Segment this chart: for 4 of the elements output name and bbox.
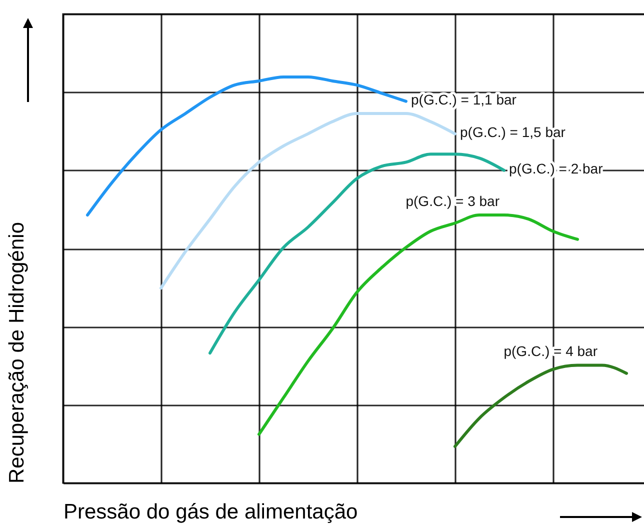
series-label: p(G.C.) = 4 bar	[504, 343, 598, 360]
y-axis-title: Recuperação de Hidrogénio	[6, 222, 28, 484]
x-axis-title: Pressão do gás de alimentação	[64, 500, 358, 524]
series-label: p(G.C.) = 3 bar	[406, 193, 500, 209]
